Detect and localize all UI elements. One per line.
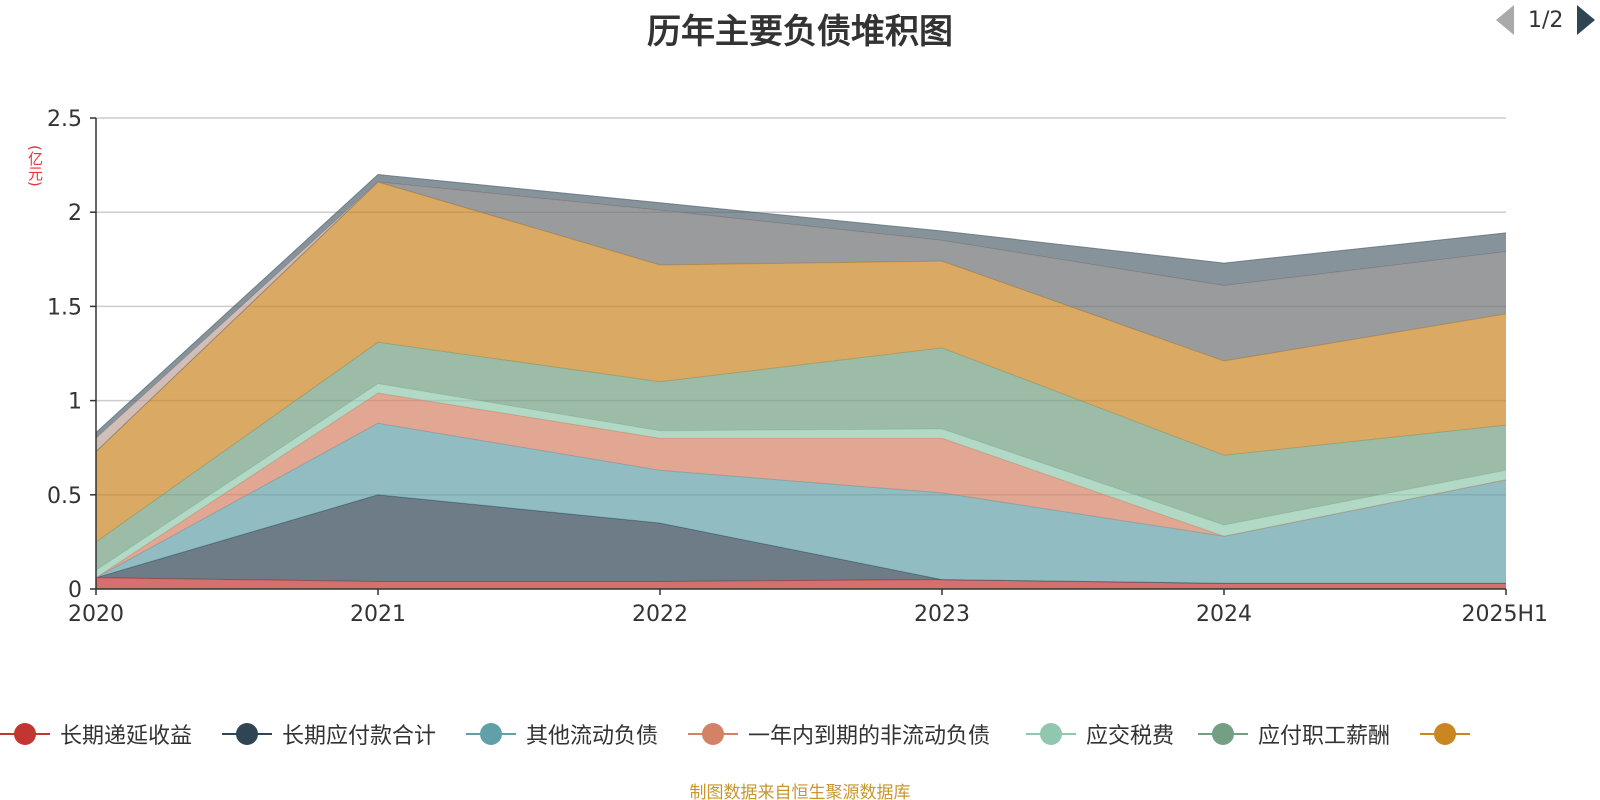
legend-item-3[interactable]: 一年内到期的非流动负债 (688, 714, 990, 754)
legend-label-0: 长期递延收益 (60, 724, 193, 749)
area-series-5 (96, 342, 1506, 571)
legend-item-4[interactable]: 应交税费 (1026, 714, 1174, 754)
legend-label-4: 应交税费 (1086, 724, 1175, 749)
x-tick-label-2: 2022 (632, 602, 688, 627)
x-tick-label-4: 2024 (1196, 602, 1252, 627)
source-note: 制图数据来自恒生聚源数据库 (689, 783, 911, 800)
legend: 长期递延收益 长期应付款合计 其他流动负债 一年内到期的非流动负债 应交税费 应付职工薪酬 (0, 714, 1600, 754)
area-layer (95, 174, 1507, 589)
area-series-6 (96, 182, 1506, 542)
legend-marker-4 (1026, 714, 1076, 754)
chart-title: 历年主要负债堆积图 (647, 12, 953, 52)
legend-label-2: 其他流动负债 (526, 724, 659, 749)
legend-label-1: 长期应付款合计 (282, 724, 437, 749)
legend-item-0[interactable]: 长期递延收益 (0, 714, 192, 754)
legend-prev-page-button[interactable] (1496, 5, 1514, 35)
y-axis-unit: (亿元) (26, 145, 44, 187)
legend-pager: 1/2 (1496, 0, 1596, 40)
legend-item-6[interactable] (1420, 714, 1470, 754)
x-tick-label-1: 2021 (350, 602, 406, 627)
y-tick-label-0: 0 (68, 578, 82, 603)
legend-item-5[interactable]: 应付职工薪酬 (1198, 714, 1390, 754)
area-series-1 (96, 494, 1506, 584)
legend-marker-0 (0, 714, 50, 754)
legend-marker-5 (1198, 714, 1248, 754)
y-tick-label-5: 2.5 (47, 107, 82, 132)
x-tick-label-0: 2020 (68, 602, 124, 627)
y-tick-label-4: 2 (68, 201, 82, 226)
axis-layer: 0 0.5 1 1.5 2 2.5 2020 2021 2022 2023 2024 2025H1 (47, 107, 1548, 627)
y-tick-label-1: 0.5 (47, 484, 82, 509)
area-line-series-9 (95, 174, 1507, 433)
legend-item-2[interactable]: 其他流动负债 (466, 714, 658, 754)
y-tick-label-3: 1.5 (47, 295, 82, 320)
legend-marker-6 (1420, 714, 1470, 754)
legend-marker-1 (222, 714, 272, 754)
legend-marker-3 (688, 714, 738, 754)
legend-label-5: 应付职工薪酬 (1258, 724, 1391, 749)
legend-marker-2 (466, 714, 516, 754)
y-tick-label-2: 1 (68, 390, 82, 415)
area-series-0 (96, 577, 1506, 589)
area-line-series-4 (95, 383, 1507, 571)
area-series-2 (96, 423, 1506, 584)
legend-label-3: 一年内到期的非流动负债 (748, 724, 991, 749)
x-tick-label-5: 2025H1 (1461, 602, 1548, 627)
legend-next-page-button[interactable] (1577, 5, 1596, 35)
x-tick-label-3: 2023 (914, 602, 970, 627)
legend-item-1[interactable]: 长期应付款合计 (222, 714, 436, 754)
area-series-7 (96, 182, 1506, 452)
legend-page-indicator: 1/2 (1528, 7, 1564, 33)
